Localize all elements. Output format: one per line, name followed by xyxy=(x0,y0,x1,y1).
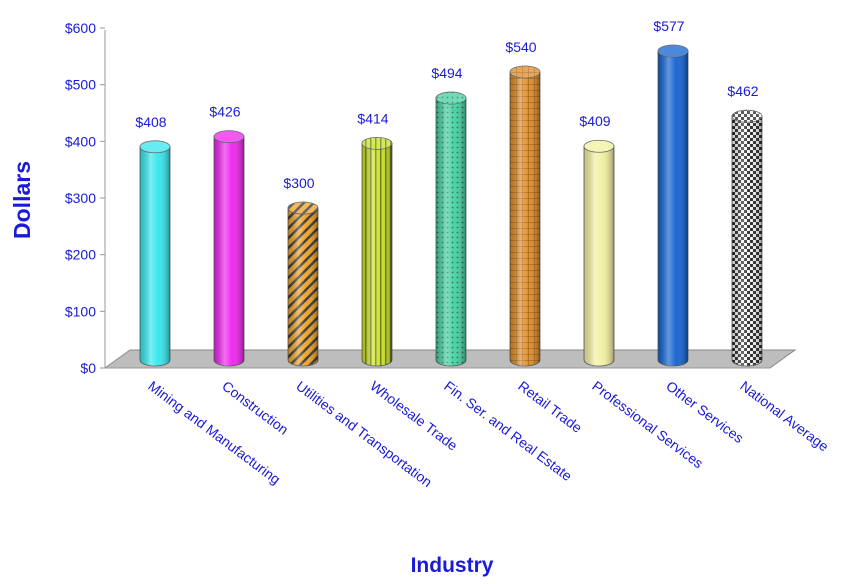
bar-top xyxy=(657,44,689,58)
bar-top xyxy=(213,130,245,144)
category-label: Construction xyxy=(219,378,291,438)
bars xyxy=(139,44,763,367)
category-label: Utilities and Transportation xyxy=(293,378,435,491)
bar-shading xyxy=(658,51,688,367)
bar-top-highlight xyxy=(362,137,392,150)
value-label: $408 xyxy=(135,114,166,130)
bar xyxy=(139,140,171,367)
bar-shading xyxy=(584,146,614,366)
bar-top xyxy=(731,109,763,123)
category-label: Mining and Manufacturing xyxy=(145,378,283,488)
bar-top xyxy=(139,140,171,154)
bar-shading xyxy=(288,208,318,366)
bar-shading xyxy=(510,72,540,366)
bar xyxy=(213,130,245,367)
bar-shading xyxy=(362,143,392,366)
bar xyxy=(361,136,393,367)
x-axis-title: Industry xyxy=(411,554,494,577)
bar-top-highlight xyxy=(658,45,688,58)
category-label: National Average xyxy=(737,378,832,455)
value-label: $300 xyxy=(283,175,314,191)
bar xyxy=(731,109,763,367)
bar-top-highlight xyxy=(214,130,244,143)
bar-top-highlight xyxy=(510,66,540,78)
y-tick-label: $200 xyxy=(65,247,96,263)
y-tick-label: $500 xyxy=(65,77,96,93)
bar-shading xyxy=(140,146,170,366)
y-axis-ticks: $0 $100 $200 $300 $400 $500 $600 xyxy=(65,20,105,376)
bar-top xyxy=(287,201,319,215)
y-tick-label: $600 xyxy=(65,20,96,36)
bar-top-highlight xyxy=(584,140,614,153)
bar-top xyxy=(361,136,393,150)
bar-top xyxy=(583,139,615,153)
bar-shading xyxy=(214,136,244,366)
bar xyxy=(435,91,467,367)
y-tick-label: $300 xyxy=(65,190,96,206)
value-label: $494 xyxy=(431,65,462,81)
y-tick-label: $0 xyxy=(80,360,96,376)
category-label: Retail Trade xyxy=(515,378,585,436)
value-label: $577 xyxy=(653,18,684,34)
bar xyxy=(583,139,615,367)
bar-top-highlight xyxy=(140,140,170,153)
y-tick-label: $400 xyxy=(65,133,96,149)
bar xyxy=(657,44,689,367)
value-label: $426 xyxy=(209,104,240,120)
bar-top xyxy=(509,65,541,79)
category-label: Fin. Ser. and Real Estate xyxy=(441,378,575,485)
bar-top-highlight xyxy=(732,110,762,123)
bar-top-highlight xyxy=(288,202,318,214)
bar-shading xyxy=(436,98,466,367)
bar xyxy=(509,65,541,367)
bar-top-highlight xyxy=(436,92,466,105)
y-axis-title: Dollars xyxy=(9,161,35,239)
bar-shading xyxy=(732,116,762,366)
bar xyxy=(287,201,319,367)
value-label: $462 xyxy=(727,83,758,99)
value-label: $540 xyxy=(505,39,536,55)
bar-top xyxy=(435,91,467,105)
value-labels: $408 $426 $300 $414 $494 $540 $409 $577 $462 xyxy=(135,18,758,191)
y-tick-label: $100 xyxy=(65,303,96,319)
value-label: $409 xyxy=(579,113,610,129)
value-label: $414 xyxy=(357,110,388,126)
